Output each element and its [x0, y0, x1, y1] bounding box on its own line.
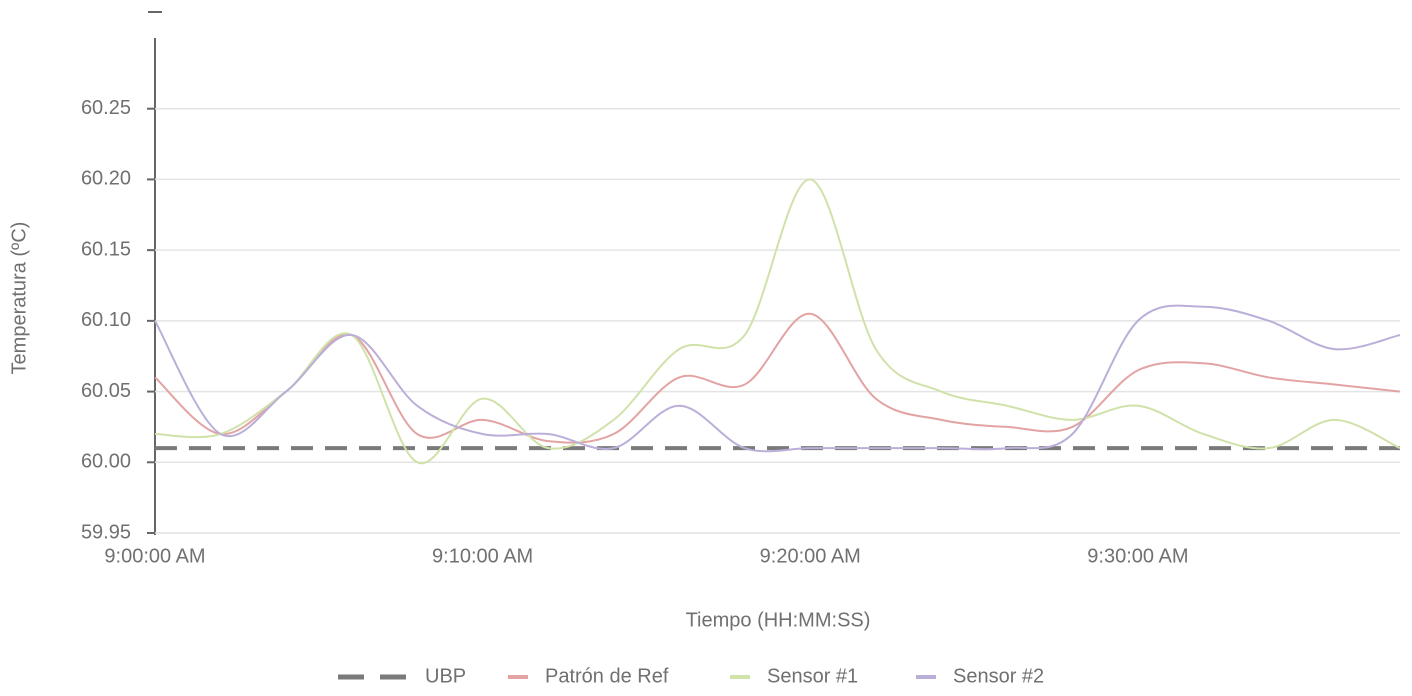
y-axis-title: Temperatura (ºC)	[8, 222, 30, 375]
y-tick-label: 60.25	[81, 97, 131, 119]
x-axis-title: Tiempo (HH:MM:SS)	[686, 609, 871, 631]
chart: Tiempo (HH:MM:SS) Temperatura (ºC) 59.95…	[0, 0, 1412, 691]
x-tick-label: 9:20:00 AM	[760, 545, 861, 567]
x-tick-label: 9:30:00 AM	[1087, 545, 1188, 567]
legend-label: Sensor #2	[953, 665, 1044, 687]
y-tick-label: 60.10	[81, 309, 131, 331]
x-tick-label: 9:10:00 AM	[432, 545, 533, 567]
y-tick-label: 60.00	[81, 451, 131, 473]
legend-label: Sensor #1	[767, 665, 858, 687]
x-tick-label: 9:00:00 AM	[104, 545, 205, 567]
legend-label: UBP	[425, 665, 466, 687]
y-tick-label: 60.20	[81, 168, 131, 190]
y-tick-label: 59.95	[81, 521, 131, 543]
legend-label: Patrón de Ref	[545, 665, 669, 687]
y-tick-label: 60.05	[81, 380, 131, 402]
y-tick-label: 60.15	[81, 238, 131, 260]
series-line	[155, 306, 1400, 452]
